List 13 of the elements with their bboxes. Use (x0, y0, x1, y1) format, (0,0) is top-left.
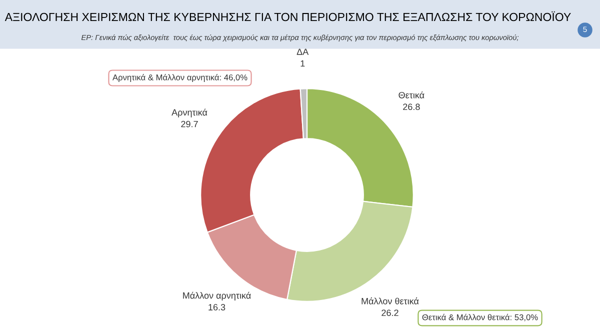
data-label: 1 (300, 60, 305, 67)
text: Αρνητικά & Μάλλον αρνητικά: 46,0% (112, 74, 248, 82)
data-label: 26.2 (382, 310, 398, 316)
data-label: 29.7 (181, 120, 198, 128)
slice-label: ΔΑ (296, 48, 309, 55)
text: Θετικά & Μάλλον θετικά: 53,0% (422, 314, 538, 322)
slice-label: Αρνητικά (172, 108, 208, 118)
slice-label: Μάλλον αρνητικά (183, 292, 251, 301)
data-label: 16.3 (208, 304, 226, 310)
slice-label: Μάλλον θετικά (362, 297, 419, 304)
slice-label: Θετικά (398, 91, 424, 98)
data-label: 26.8 (403, 104, 420, 110)
chart-title: ΑΞΙΟΛΟΓΗΣΗ ΧΕΙΡΙΣΜΩΝ ΤΗΣ ΚΥΒΕΡΝΗΣΗΣ ΓΙΑ ΤΟΝ ΠΕΡΙΟΡΙΣΜΟ ΤΗΣ ΕΞΑΠΛΩΣΗΣ ΤΟΥ ΚΟΡΩΝΟΪΟΥ (4, 11, 571, 22)
